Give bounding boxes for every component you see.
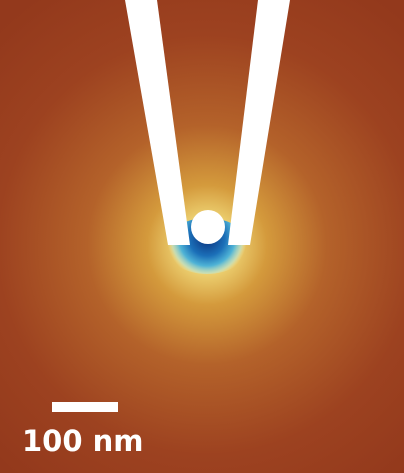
particle (191, 210, 225, 244)
pipette-left-wall (125, 0, 190, 245)
scale-bar-label: 100 nm (22, 424, 144, 458)
pipette-right-wall (228, 0, 290, 245)
scale-bar (52, 402, 118, 412)
